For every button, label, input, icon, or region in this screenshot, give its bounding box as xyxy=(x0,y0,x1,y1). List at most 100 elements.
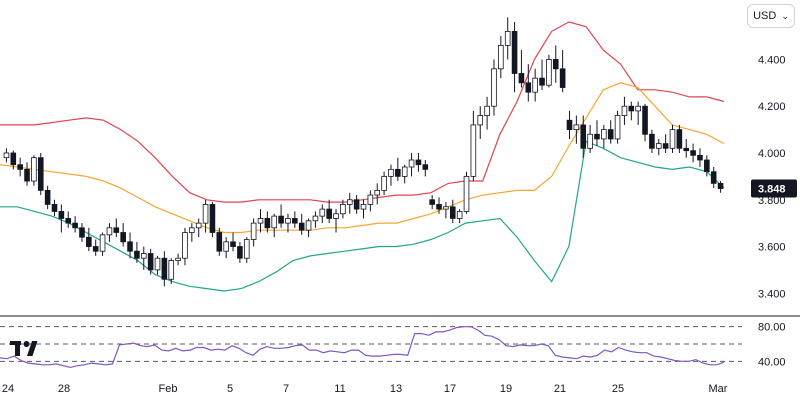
candle xyxy=(408,152,415,177)
candle-body xyxy=(456,211,463,219)
last-price-label: 3.848 xyxy=(758,184,786,196)
candle xyxy=(374,183,381,205)
candle xyxy=(594,120,600,146)
candle-body xyxy=(51,204,58,212)
candle xyxy=(37,152,44,196)
time-tick-label: 5 xyxy=(227,383,233,395)
candle xyxy=(175,253,181,266)
price-tick-label: 4.000 xyxy=(758,148,786,160)
candle-body xyxy=(182,232,188,259)
candle-body xyxy=(243,239,250,259)
rsi-tick-label: 40.00 xyxy=(758,356,786,368)
candle-body xyxy=(168,260,175,280)
candle xyxy=(504,17,511,60)
candle xyxy=(44,185,51,210)
candle xyxy=(79,223,85,242)
candle-body xyxy=(209,204,216,233)
candle xyxy=(525,64,532,102)
candle xyxy=(717,181,724,193)
candle xyxy=(86,227,92,252)
candle xyxy=(621,96,628,125)
candle-body xyxy=(37,157,44,191)
candle-body xyxy=(353,199,360,210)
time-tick-label: 25 xyxy=(612,383,624,395)
candle-body xyxy=(216,232,223,252)
candle xyxy=(429,195,435,210)
time-tick-label: Mar xyxy=(709,383,728,395)
candle-body xyxy=(429,199,435,205)
candle xyxy=(161,251,168,287)
candle xyxy=(395,157,401,182)
candle-body xyxy=(559,68,566,88)
candle xyxy=(367,190,374,212)
currency-selector[interactable]: USD ⌄ xyxy=(747,4,795,28)
price-axis[interactable]: 3.400 3.600 3.800 4.000 4.200 4.400 xyxy=(758,54,786,300)
candle xyxy=(381,171,387,196)
candle-body xyxy=(298,222,305,231)
candle xyxy=(230,232,236,252)
rsi-reference-lines xyxy=(0,326,742,362)
candle-body xyxy=(388,168,394,177)
candle-body xyxy=(594,133,600,140)
candle-body xyxy=(140,253,147,259)
currency-label: USD xyxy=(753,10,777,22)
candle xyxy=(340,199,346,219)
candle-body xyxy=(271,215,278,229)
candle-body xyxy=(292,218,298,224)
candle-body xyxy=(127,241,133,252)
candle-body xyxy=(546,59,552,86)
candle-body xyxy=(285,218,291,224)
candle xyxy=(127,232,133,259)
rsi-series xyxy=(0,326,725,369)
candle-body xyxy=(326,208,332,219)
candle xyxy=(264,211,271,233)
candle xyxy=(278,204,284,228)
candle-body xyxy=(237,246,243,259)
tradingview-logo[interactable] xyxy=(10,338,46,360)
candle xyxy=(285,213,291,233)
time-tick-label: 19 xyxy=(500,383,512,395)
candle xyxy=(92,239,99,256)
candle-body xyxy=(532,77,538,93)
candle-body xyxy=(443,206,449,210)
candle xyxy=(31,155,37,186)
candle xyxy=(546,54,552,88)
upper-band-line xyxy=(0,21,725,203)
candle xyxy=(443,202,449,219)
candle xyxy=(559,50,566,93)
candle-body xyxy=(120,232,126,243)
candle xyxy=(3,148,10,163)
rsi-line xyxy=(0,326,725,369)
candle-body xyxy=(147,253,154,271)
time-tick-label: 7 xyxy=(283,383,289,395)
last-price-marker: 3.848 xyxy=(751,179,797,198)
candle-body xyxy=(333,213,339,219)
candle xyxy=(189,223,195,242)
candle-body xyxy=(223,241,229,252)
candle-body xyxy=(683,147,690,152)
chevron-down-icon: ⌄ xyxy=(781,10,789,21)
candle-body xyxy=(690,150,696,156)
candle xyxy=(498,36,504,79)
candle xyxy=(346,192,353,214)
candle-body xyxy=(415,159,422,166)
time-tick-label: 11 xyxy=(334,383,345,395)
candle-body xyxy=(717,182,724,189)
bollinger-bands xyxy=(0,21,725,292)
rsi-axis[interactable]: 80.00 40.00 xyxy=(758,322,786,369)
candle xyxy=(587,124,593,153)
candle-body xyxy=(601,129,607,140)
candle-body xyxy=(195,222,202,229)
candle xyxy=(463,171,470,214)
candle-body xyxy=(86,236,92,247)
candle-body xyxy=(189,227,195,233)
candle-body xyxy=(319,208,326,217)
time-axis[interactable]: 24 28 Feb 5 7 11 13 17 19 21 25 Mar xyxy=(2,383,728,395)
candle-body xyxy=(154,257,161,271)
candle xyxy=(690,143,696,163)
candle-body xyxy=(58,211,65,219)
candle xyxy=(120,223,126,247)
candle xyxy=(436,197,442,214)
candle-body xyxy=(449,206,456,219)
